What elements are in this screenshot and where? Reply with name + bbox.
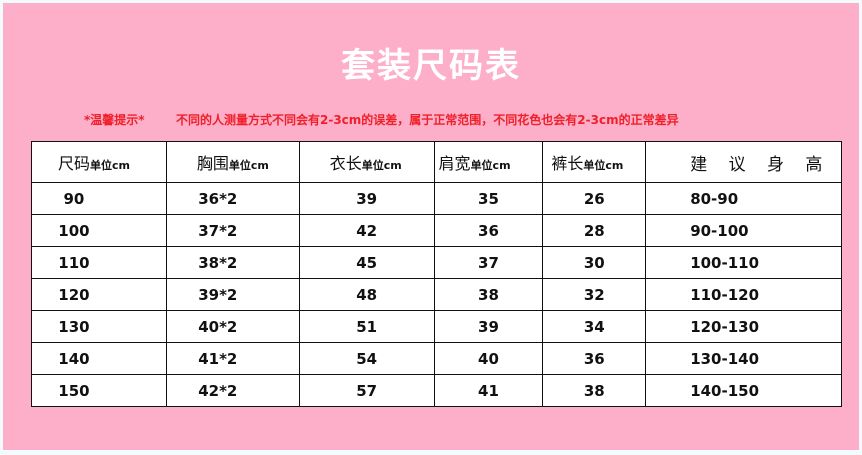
table-row: 140 41*2 54 40 36 130-140 [31, 342, 842, 375]
cell-chest: 39*2 [165, 278, 300, 311]
cell-pants-length: 34 [542, 310, 647, 343]
cell-size: 120 [31, 278, 167, 311]
tip-label: *温馨提示* [84, 113, 145, 127]
table-row: 100 37*2 42 36 28 90-100 [31, 214, 842, 247]
table-row: 110 38*2 45 37 30 100-110 [31, 246, 842, 279]
cell-size: 90 [31, 182, 167, 215]
cell-size: 110 [31, 246, 167, 279]
cell-shoulder: 41 [433, 374, 544, 407]
cell-shoulder: 37 [433, 246, 544, 279]
cell-shoulder: 39 [433, 310, 544, 343]
cell-suggested-height: 110-120 [645, 278, 842, 311]
cell-pants-length: 36 [542, 342, 647, 375]
cell-pants-length: 38 [542, 374, 647, 407]
cell-chest: 42*2 [165, 374, 300, 407]
cell-length: 45 [298, 246, 435, 279]
header-shoulder: 肩宽单位cm [433, 141, 544, 183]
cell-length: 54 [298, 342, 435, 375]
table-row: 90 36*2 39 35 26 80-90 [31, 182, 842, 215]
cell-shoulder: 38 [433, 278, 544, 311]
cell-suggested-height: 100-110 [645, 246, 842, 279]
cell-length: 48 [298, 278, 435, 311]
cell-pants-length: 26 [542, 182, 647, 215]
header-row: 尺码单位cm 胸围单位cm 衣长单位cm 肩宽单位cm 裤长单位cm 建 议 身… [31, 141, 842, 183]
table-row: 120 39*2 48 38 32 110-120 [31, 278, 842, 311]
size-table: 尺码单位cm 胸围单位cm 衣长单位cm 肩宽单位cm 裤长单位cm 建 议 身… [31, 141, 842, 407]
cell-shoulder: 40 [433, 342, 544, 375]
page-title: 套装尺码表 [341, 46, 521, 86]
cell-length: 39 [298, 182, 435, 215]
cell-pants-length: 32 [542, 278, 647, 311]
cell-length: 42 [298, 214, 435, 247]
cell-size: 100 [31, 214, 167, 247]
cell-pants-length: 28 [542, 214, 647, 247]
header-chest: 胸围单位cm [165, 141, 300, 183]
cell-suggested-height: 80-90 [645, 182, 842, 215]
header-size: 尺码单位cm [31, 141, 167, 183]
header-suggested-height: 建 议 身 高 [645, 141, 842, 183]
cell-size: 150 [31, 374, 167, 407]
cell-chest: 37*2 [165, 214, 300, 247]
table-row: 130 40*2 51 39 34 120-130 [31, 310, 842, 343]
cell-suggested-height: 140-150 [645, 374, 842, 407]
header-length: 衣长单位cm [298, 141, 435, 183]
cell-chest: 36*2 [165, 182, 300, 215]
cell-length: 51 [298, 310, 435, 343]
cell-length: 57 [298, 374, 435, 407]
cell-suggested-height: 130-140 [645, 342, 842, 375]
cell-size: 130 [31, 310, 167, 343]
cell-suggested-height: 90-100 [645, 214, 842, 247]
cell-chest: 40*2 [165, 310, 300, 343]
cell-chest: 38*2 [165, 246, 300, 279]
tip-text: 不同的人测量方式不同会有2-3cm的误差，属于正常范围，不同花色也会有2-3cm… [176, 113, 679, 127]
cell-pants-length: 30 [542, 246, 647, 279]
cell-shoulder: 36 [433, 214, 544, 247]
cell-chest: 41*2 [165, 342, 300, 375]
cell-suggested-height: 120-130 [645, 310, 842, 343]
header-pants-length: 裤长单位cm [542, 141, 647, 183]
table-row: 150 42*2 57 41 38 140-150 [31, 374, 842, 407]
cell-size: 140 [31, 342, 167, 375]
cell-shoulder: 35 [433, 182, 544, 215]
